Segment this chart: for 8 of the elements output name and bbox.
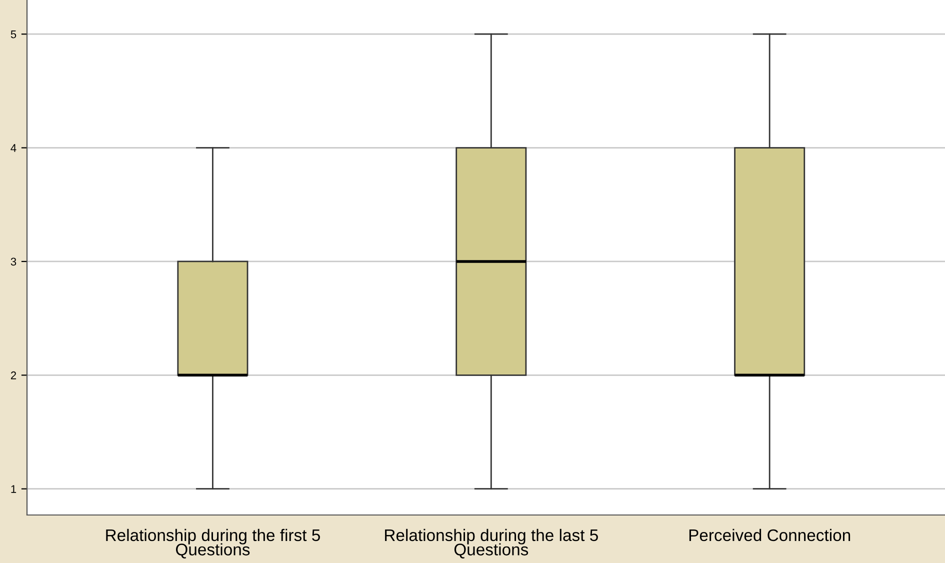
y-tick-label: 5 <box>10 30 16 38</box>
x-tick-label: Perceived Connection <box>689 528 850 542</box>
y-tick-label: 4 <box>10 144 16 152</box>
x-tick-label: Relationship during the first 5 Questions <box>106 528 320 558</box>
x-tick-label: Relationship during the last 5 Questions <box>385 528 598 558</box>
y-tick-label: 3 <box>10 258 16 266</box>
y-tick-label: 2 <box>10 371 16 380</box>
y-tick-label: 1 <box>11 485 16 493</box>
